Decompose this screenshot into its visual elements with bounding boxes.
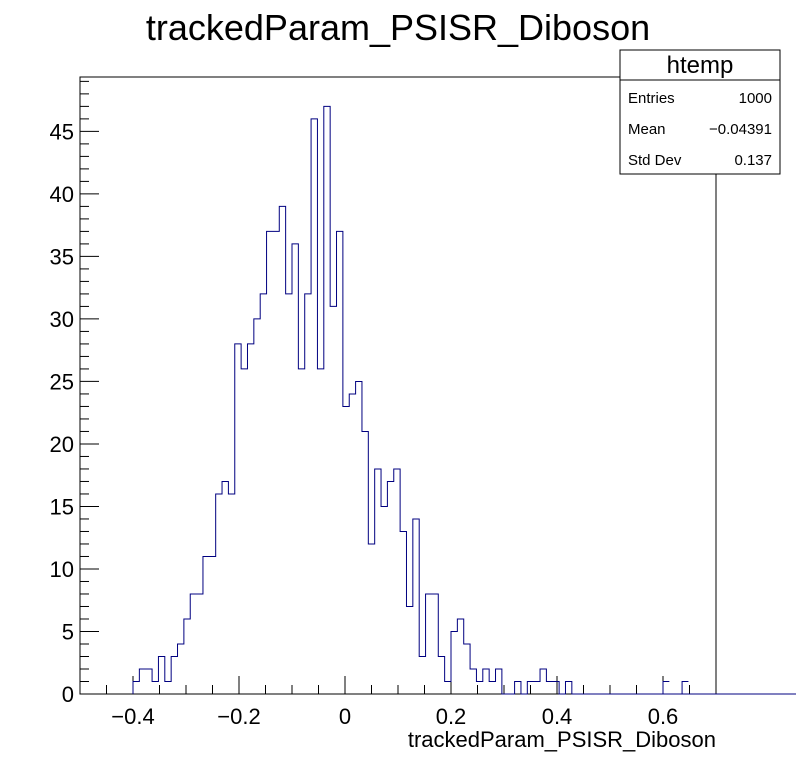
y-tick-label: 40 — [50, 182, 74, 207]
y-tick-label: 5 — [62, 619, 74, 644]
stats-box: htemp Entries 1000 Mean −0.04391 Std Dev… — [619, 49, 781, 175]
y-tick-label: 0 — [62, 682, 74, 707]
chart-title: trackedParam_PSISR_Diboson — [146, 7, 650, 48]
stats-stddev-label: Std Dev — [628, 152, 682, 169]
stats-box-title: htemp — [667, 52, 734, 79]
stats-box-frame — [619, 49, 781, 175]
x-tick-labels: −0.4 −0.2 0 0.2 0.4 0.6 — [111, 704, 678, 729]
y-tick-label: 25 — [50, 369, 74, 394]
stats-stddev-value: 0.137 — [734, 152, 772, 169]
axis-ticks — [79, 80, 717, 695]
y-tick-labels: 0 5 10 15 20 25 30 35 40 45 — [50, 119, 74, 707]
x-axis-title: trackedParam_PSISR_Diboson — [408, 727, 716, 752]
y-tick-label: 15 — [50, 494, 74, 519]
y-tick-label: 45 — [50, 119, 74, 144]
x-tick-label: 0.4 — [542, 704, 573, 729]
stats-mean-label: Mean — [628, 121, 666, 138]
x-tick-label: −0.2 — [217, 704, 260, 729]
stats-mean-value: −0.04391 — [709, 121, 772, 138]
y-tick-label: 10 — [50, 557, 74, 582]
stats-entries-label: Entries — [628, 90, 675, 107]
x-tick-label: 0.6 — [648, 704, 679, 729]
x-tick-label: −0.4 — [111, 704, 154, 729]
x-tick-label: 0 — [339, 704, 351, 729]
stats-entries-value: 1000 — [739, 90, 772, 107]
y-tick-label: 35 — [50, 244, 74, 269]
histogram-series-line — [132, 105, 796, 695]
y-tick-label: 20 — [50, 432, 74, 457]
x-tick-label: 0.2 — [436, 704, 467, 729]
y-tick-label: 30 — [50, 307, 74, 332]
